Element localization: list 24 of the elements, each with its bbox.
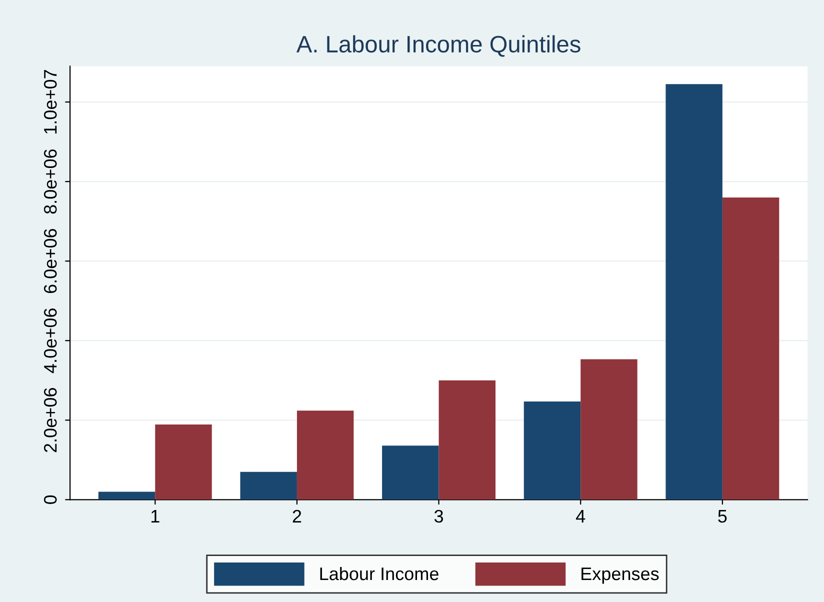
x-tick-label: 4: [576, 510, 586, 522]
bar: [524, 401, 581, 500]
chart-title: A. Labour Income Quintiles: [296, 35, 580, 57]
y-tick-label: 6.0e+06: [44, 228, 57, 294]
x-tick-label: 5: [718, 510, 727, 523]
x-tick-label: 1: [151, 510, 160, 522]
y-tick-label: 4.0e+06: [44, 308, 57, 374]
y-tick-label: 2.0e+06: [44, 388, 57, 452]
bar: [580, 359, 638, 500]
y-tick-label: 8.0e+06: [44, 149, 57, 214]
legend-label: Labour Income: [320, 566, 438, 580]
y-tick-label: 1.0e+07: [44, 70, 57, 134]
bar: [722, 197, 780, 500]
bar: [155, 424, 212, 500]
bar: [382, 446, 439, 500]
bar: [98, 492, 156, 500]
bar: [296, 410, 354, 500]
bar: [438, 380, 496, 500]
bar: [666, 84, 722, 500]
legend-label: Expenses: [582, 568, 659, 584]
x-tick-label: 2: [292, 510, 302, 522]
x-tick-label: 3: [434, 510, 444, 523]
bar: [240, 472, 297, 500]
y-tick-label: 0: [44, 495, 57, 504]
